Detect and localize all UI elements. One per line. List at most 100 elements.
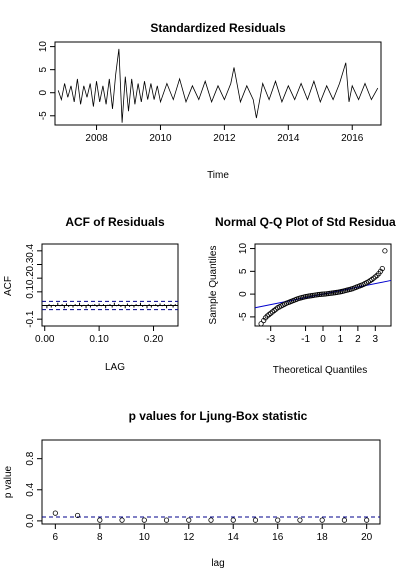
acf-title: ACF of Residuals bbox=[65, 215, 165, 229]
qq-point bbox=[327, 290, 333, 296]
qq-x-tick-label: 2 bbox=[355, 334, 361, 345]
acf-y-tick-label: 0.3 bbox=[25, 257, 36, 271]
acf-y-tick-label: 0.4 bbox=[25, 243, 36, 257]
ljung-x-tick-label: 8 bbox=[97, 532, 103, 543]
panel-ljung-box: p values for Ljung-Box statistic 0.00.40… bbox=[3, 409, 381, 569]
ljung-point bbox=[52, 510, 58, 516]
residuals-x-label: Time bbox=[207, 170, 229, 181]
ljung-point bbox=[364, 517, 370, 523]
ljung-point bbox=[141, 517, 147, 523]
ljung-x-tick-label: 16 bbox=[272, 532, 284, 543]
ljung-x-tick-label: 6 bbox=[53, 532, 59, 543]
qq-point bbox=[261, 317, 267, 324]
residuals-title: Standardized Residuals bbox=[150, 21, 286, 35]
qq-point bbox=[329, 290, 335, 296]
ljung-x-tick-label: 12 bbox=[183, 532, 195, 543]
qq-point bbox=[330, 290, 337, 296]
residuals-x-tick-label: 2012 bbox=[213, 133, 236, 144]
ljung-x-tick-label: 20 bbox=[361, 532, 373, 543]
qq-x-tick-label: 3 bbox=[373, 334, 379, 345]
ljung-point bbox=[230, 517, 236, 523]
ljung-x-tick-label: 18 bbox=[317, 532, 329, 543]
qq-y-label: Sample Quantiles bbox=[208, 246, 219, 325]
ljung-point bbox=[275, 517, 281, 523]
qq-x-label: Theoretical Quantiles bbox=[273, 365, 368, 376]
residuals-x-axis: 2008 2010 2012 2014 2016 bbox=[85, 125, 364, 144]
ljung-y-tick-label: 0.4 bbox=[25, 482, 36, 496]
qq-points bbox=[258, 248, 388, 327]
residuals-y-tick-label: 5 bbox=[38, 66, 49, 72]
ljung-y-label: p value bbox=[3, 465, 14, 498]
qq-y-tick-label: -5 bbox=[238, 312, 249, 321]
residuals-x-tick-label: 2008 bbox=[85, 133, 108, 144]
ljung-point bbox=[297, 517, 303, 523]
qq-point bbox=[323, 291, 330, 297]
qq-point bbox=[318, 291, 324, 297]
ljung-point bbox=[186, 517, 192, 523]
qq-point bbox=[315, 292, 321, 298]
ljung-plot-box bbox=[41, 439, 381, 525]
ljung-point bbox=[208, 517, 214, 523]
acf-y-tick-label: 0.1 bbox=[25, 284, 36, 298]
qq-x-axis: -3 -1 0 1 2 3 bbox=[266, 326, 379, 345]
ljung-x-label: lag bbox=[211, 558, 224, 569]
ljung-point bbox=[119, 517, 125, 523]
acf-y-tick-label: 0.2 bbox=[25, 271, 36, 285]
qq-title: Normal Q-Q Plot of Std Residua bbox=[215, 215, 396, 229]
qq-x-tick-label: 0 bbox=[320, 334, 326, 345]
qq-reference-line bbox=[254, 279, 392, 309]
acf-y-tick-label: -0.1 bbox=[25, 310, 36, 328]
ljung-y-tick-label: 0.0 bbox=[25, 514, 36, 528]
ljung-y-tick-label: 0.8 bbox=[25, 451, 36, 465]
qq-point bbox=[320, 291, 326, 297]
acf-y-axis: -0.1 0.10.20.30.4 bbox=[25, 243, 42, 328]
ljung-x-axis: 6 8 10 12 14 16 18 20 bbox=[53, 524, 373, 543]
qq-x-tick-label: 1 bbox=[338, 334, 344, 345]
qq-point bbox=[379, 265, 385, 272]
acf-x-tick-label: 0.10 bbox=[89, 334, 109, 345]
qq-y-tick-label: 5 bbox=[238, 268, 249, 274]
residuals-y-axis: -5 0 5 10 bbox=[38, 41, 55, 120]
acf-y-label: ACF bbox=[3, 276, 14, 296]
ljung-point bbox=[74, 512, 81, 519]
qq-point bbox=[325, 290, 331, 297]
ljung-point bbox=[341, 517, 348, 523]
ljung-x-tick-label: 14 bbox=[228, 532, 240, 543]
acf-bars bbox=[46, 302, 176, 309]
residuals-x-tick-label: 2016 bbox=[341, 133, 364, 144]
acf-plot-box bbox=[41, 243, 179, 327]
residuals-x-tick-label: 2014 bbox=[277, 133, 300, 144]
residuals-y-tick-label: -5 bbox=[38, 111, 49, 120]
residuals-y-tick-label: 10 bbox=[38, 41, 49, 53]
qq-x-tick-label: -1 bbox=[301, 334, 310, 345]
ljung-point bbox=[163, 517, 170, 523]
acf-x-tick-label: 0.20 bbox=[144, 334, 164, 345]
ljung-title: p values for Ljung-Box statistic bbox=[129, 409, 308, 423]
ljung-point bbox=[319, 517, 325, 523]
qq-point bbox=[316, 291, 323, 298]
qq-point bbox=[377, 268, 384, 274]
residuals-x-tick-label: 2010 bbox=[149, 133, 172, 144]
residuals-series-line bbox=[57, 48, 379, 123]
residuals-y-tick-label: 0 bbox=[38, 90, 49, 96]
ljung-points bbox=[52, 510, 370, 523]
qq-x-tick-label: -3 bbox=[266, 334, 275, 345]
ljung-x-tick-label: 10 bbox=[139, 532, 151, 543]
residuals-plot-box bbox=[54, 41, 382, 126]
acf-x-tick-label: 0.00 bbox=[35, 334, 55, 345]
qq-y-tick-label: 0 bbox=[238, 291, 249, 297]
ljung-point bbox=[252, 517, 259, 523]
ljung-point bbox=[97, 517, 103, 523]
ljung-y-axis: 0.0 0.4 0.8 bbox=[25, 451, 42, 528]
acf-x-axis: 0.00 0.10 0.20 bbox=[35, 326, 164, 345]
qq-y-axis: -5 0 5 10 bbox=[238, 243, 255, 321]
acf-x-label: LAG bbox=[105, 362, 125, 373]
qq-y-tick-label: 10 bbox=[238, 243, 249, 255]
panel-acf: ACF of Residuals -0.10.10.20.30.4 0.00 0.… bbox=[3, 215, 179, 373]
qq-point bbox=[382, 248, 388, 254]
qq-point bbox=[258, 321, 264, 327]
qq-point bbox=[322, 291, 328, 297]
